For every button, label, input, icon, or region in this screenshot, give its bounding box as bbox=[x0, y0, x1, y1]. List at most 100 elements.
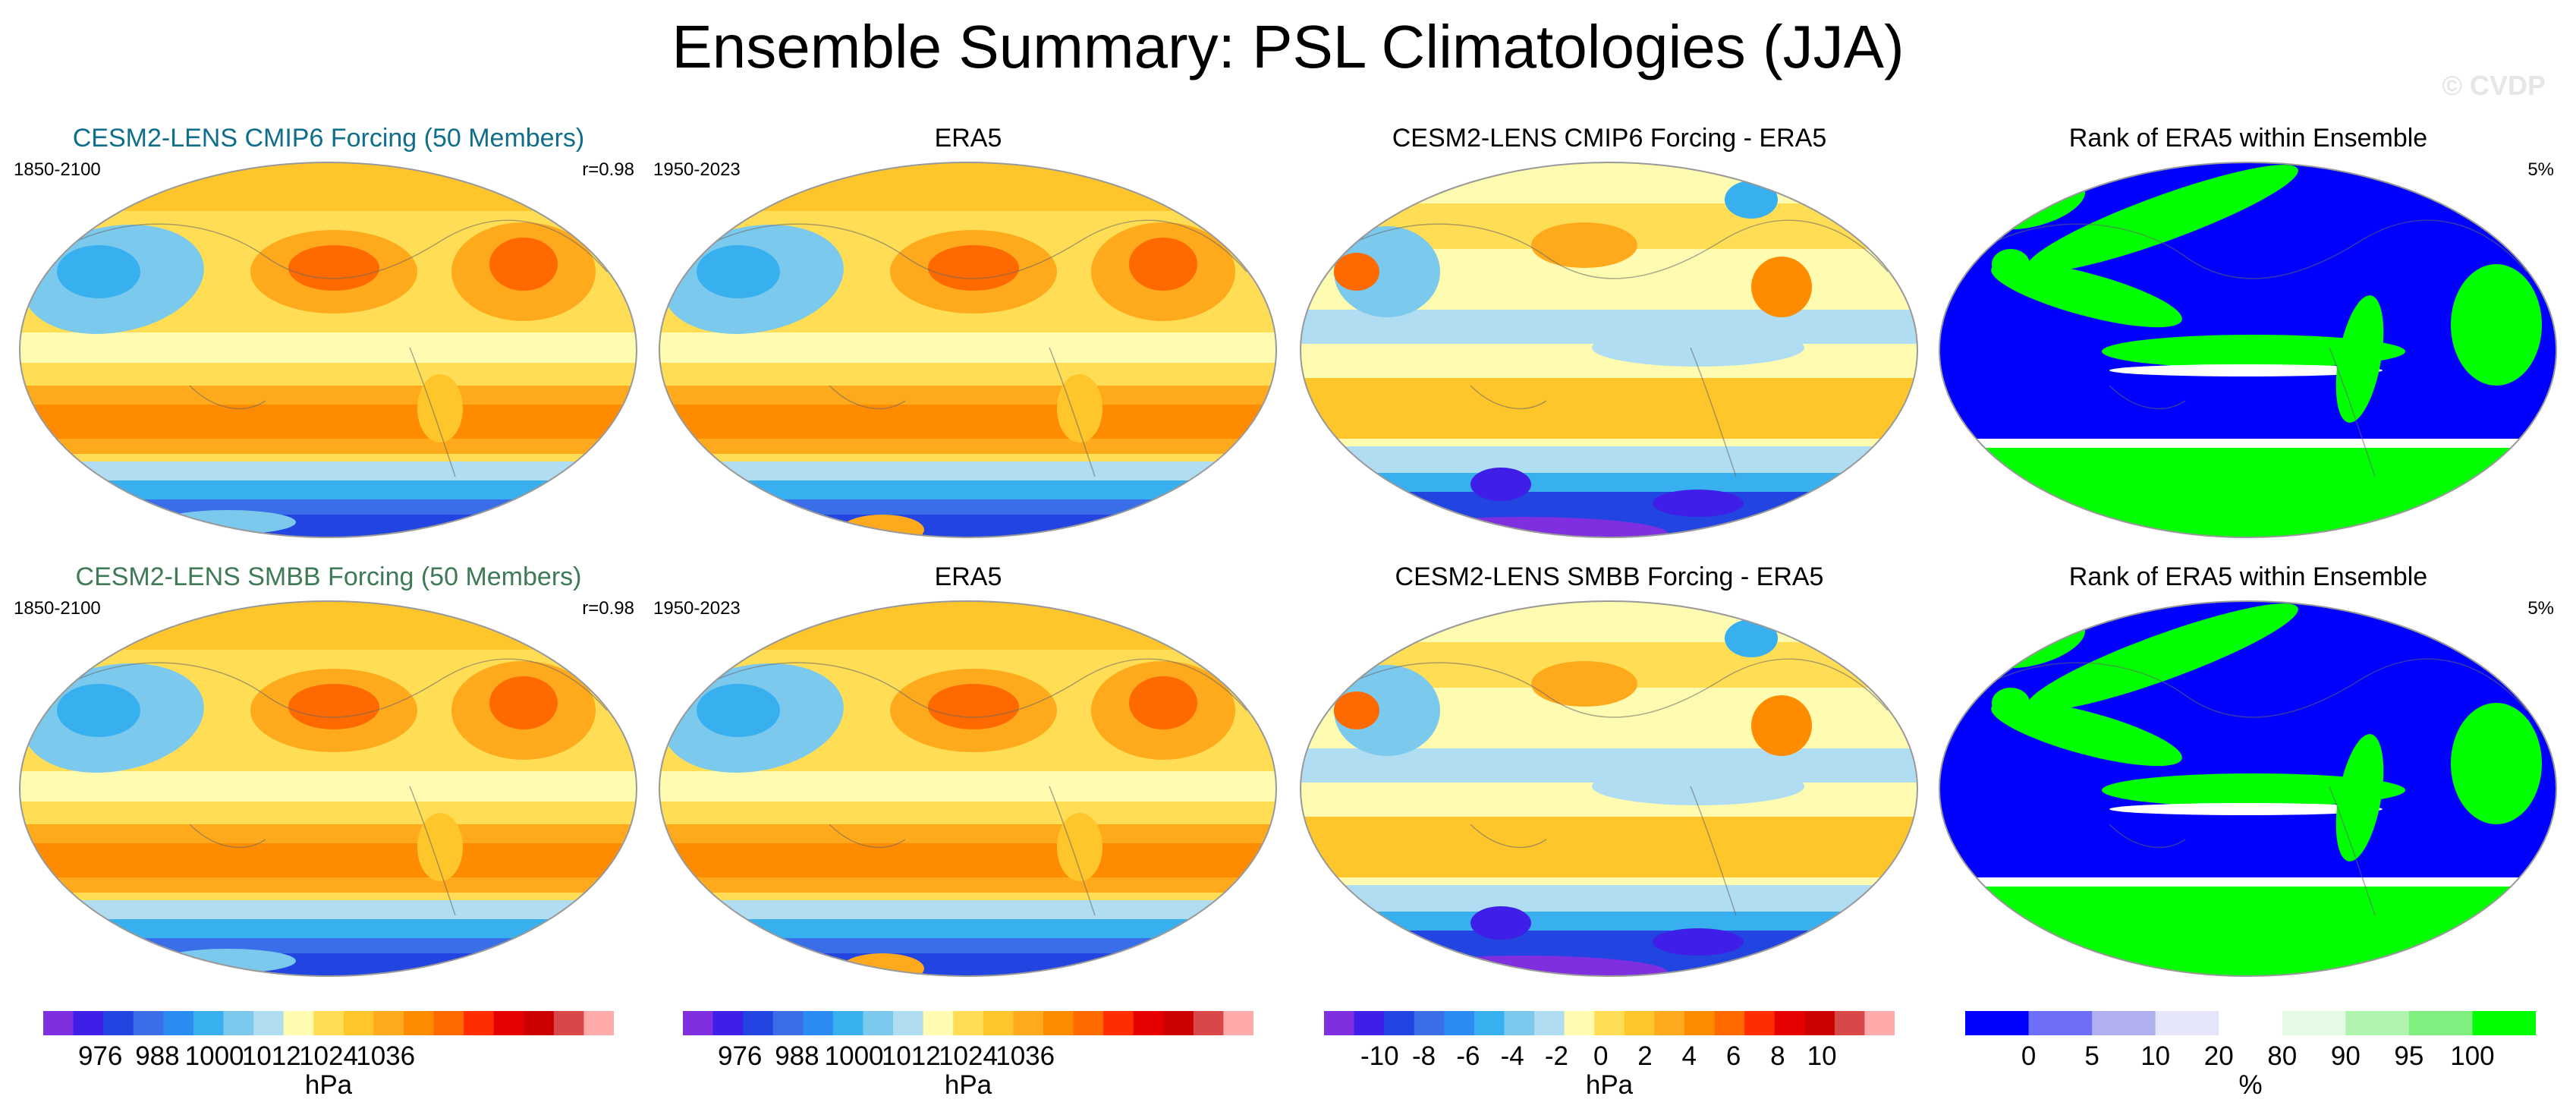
colorbar-tick-label: 1036 bbox=[995, 1041, 1055, 1071]
colorbar-tick-label: -4 bbox=[1500, 1041, 1524, 1071]
colorbar-tick-label: 20 bbox=[2203, 1041, 2234, 1071]
panel-title: Rank of ERA5 within Ensemble bbox=[2068, 562, 2428, 591]
colorbar-tick-label: 1036 bbox=[356, 1041, 416, 1071]
map-projection-border bbox=[659, 600, 1277, 977]
colorbar-tick-label: 1024 bbox=[939, 1041, 998, 1071]
colorbar-swatch bbox=[863, 1011, 894, 1035]
colorbar-tick-label: 1012 bbox=[881, 1041, 941, 1071]
map-projection-border bbox=[19, 600, 637, 977]
colorbar-tick-label: 0 bbox=[1593, 1041, 1609, 1071]
colorbar-swatch bbox=[1324, 1011, 1355, 1035]
period-label: 1850-2100 bbox=[14, 159, 101, 180]
diff-east-pacific-negative bbox=[1592, 329, 1804, 367]
diff-low-anomaly-west bbox=[1470, 468, 1531, 501]
colorbar-tick-label: 1000 bbox=[824, 1041, 884, 1071]
rank-southern-high-band bbox=[1939, 885, 2556, 976]
colorbar-tick-label: 1024 bbox=[299, 1041, 358, 1071]
diff-low-anomaly-west bbox=[1470, 906, 1531, 940]
colorbar-swatch bbox=[743, 1011, 774, 1035]
period-label: 1850-2100 bbox=[14, 598, 101, 619]
colorbar-tick-label: 0 bbox=[2021, 1041, 2037, 1071]
colorbar-swatch bbox=[253, 1011, 285, 1035]
colorbar-swatch bbox=[2282, 1011, 2346, 1035]
colorbar-tick-label: 1000 bbox=[184, 1041, 244, 1071]
diff-midlatitude-band bbox=[1301, 446, 1917, 477]
colorbar-tick-label: 100 bbox=[2450, 1041, 2495, 1071]
colorbar-swatch bbox=[983, 1011, 1014, 1035]
colorbar-swatch bbox=[1534, 1011, 1565, 1035]
colorbar-tick-label: 4 bbox=[1681, 1041, 1697, 1071]
rank-indian-ocean-patch bbox=[1991, 261, 2182, 328]
south-america-patch bbox=[417, 374, 463, 443]
equatorial-trough-band bbox=[659, 332, 1276, 363]
colorbar-swatch bbox=[1965, 1011, 2030, 1035]
diff-low-anomaly-east bbox=[1653, 490, 1744, 517]
colorbar-swatch bbox=[923, 1011, 954, 1035]
colorbar-tick-label: -2 bbox=[1544, 1041, 1568, 1071]
asian-monsoon-core bbox=[57, 245, 140, 298]
obs-map bbox=[659, 600, 1277, 977]
asian-monsoon-core bbox=[697, 684, 780, 737]
northern-high-band bbox=[659, 162, 1276, 211]
colorbar-swatch bbox=[373, 1011, 404, 1035]
north-pacific-high-core bbox=[288, 245, 379, 291]
psl-colorbar bbox=[43, 1011, 614, 1035]
map-projection-border bbox=[1300, 162, 1918, 538]
diff-asia-positive bbox=[1334, 253, 1379, 291]
colorbar-swatch bbox=[283, 1011, 314, 1035]
colorbar-swatch bbox=[1594, 1011, 1625, 1035]
north-atlantic-high-core bbox=[489, 238, 558, 291]
colorbar-swatch bbox=[1564, 1011, 1595, 1035]
diff-midlatitude-band bbox=[1301, 885, 1917, 915]
colorbar-swatch bbox=[832, 1011, 863, 1035]
map-projection-border bbox=[19, 162, 637, 538]
colorbar-swatch bbox=[2028, 1011, 2093, 1035]
colorbar-swatch bbox=[103, 1011, 134, 1035]
colorbar-swatch bbox=[583, 1011, 614, 1035]
colorbar-swatch bbox=[1864, 1011, 1895, 1035]
colorbar-swatch bbox=[893, 1011, 924, 1035]
rank-northern-tongue bbox=[2027, 603, 2298, 711]
diff-arctic-negative bbox=[1725, 619, 1778, 657]
colorbar-unit-label: hPa bbox=[944, 1070, 992, 1100]
colorbar-swatch bbox=[493, 1011, 524, 1035]
northern-high-band bbox=[20, 162, 637, 211]
colorbar-swatch bbox=[1193, 1011, 1224, 1035]
rank-asia-patch bbox=[1992, 688, 2030, 718]
panel-title: CESM2-LENS CMIP6 Forcing - ERA5 bbox=[1392, 124, 1827, 153]
diff-asia-negative bbox=[1334, 665, 1440, 756]
subtropical-high-core bbox=[659, 405, 1276, 439]
panel-title: CESM2-LENS SMBB Forcing (50 Members) bbox=[75, 562, 582, 591]
model-map bbox=[19, 162, 637, 538]
south-america-patch bbox=[1057, 813, 1102, 881]
colorbar-swatch bbox=[1013, 1011, 1044, 1035]
pattern-correlation-label: r=0.98 bbox=[582, 598, 634, 619]
panel-title: CESM2-LENS SMBB Forcing - ERA5 bbox=[1395, 562, 1824, 591]
colorbar-tick-label: 80 bbox=[2267, 1041, 2298, 1071]
colorbar-swatch bbox=[1133, 1011, 1164, 1035]
rank-tropical-edge bbox=[2109, 364, 2383, 376]
colorbar-swatch bbox=[163, 1011, 194, 1035]
diff-subtropical-band bbox=[1301, 378, 1917, 439]
colorbar-swatch bbox=[43, 1011, 74, 1035]
northern-high-band bbox=[659, 601, 1276, 650]
north-pacific-high-core bbox=[928, 245, 1019, 291]
figure-title: Ensemble Summary: PSL Climatologies (JJA… bbox=[672, 13, 1904, 80]
rank-tropical-band bbox=[2102, 773, 2405, 807]
colorbar-tick-label: 988 bbox=[135, 1041, 180, 1071]
map-projection-border bbox=[1939, 162, 2557, 538]
colorbar-swatch bbox=[772, 1011, 804, 1035]
coastline-outline bbox=[1980, 658, 2527, 916]
rank-percent-label: 5% bbox=[2527, 159, 2554, 180]
colorbar-swatch bbox=[2408, 1011, 2473, 1035]
rank-map bbox=[1939, 600, 2557, 977]
colorbar-swatch bbox=[1744, 1011, 1776, 1035]
diff-map bbox=[1300, 600, 1918, 977]
colorbar-swatch bbox=[1223, 1011, 1253, 1035]
diff-east-pacific-negative bbox=[1592, 767, 1804, 805]
equatorial-trough-band bbox=[20, 332, 637, 363]
rank-asia-patch bbox=[1992, 249, 2030, 279]
colorbar-swatch bbox=[433, 1011, 464, 1035]
colorbar-swatch bbox=[1804, 1011, 1835, 1035]
diff-low-anomaly-east bbox=[1653, 928, 1744, 956]
